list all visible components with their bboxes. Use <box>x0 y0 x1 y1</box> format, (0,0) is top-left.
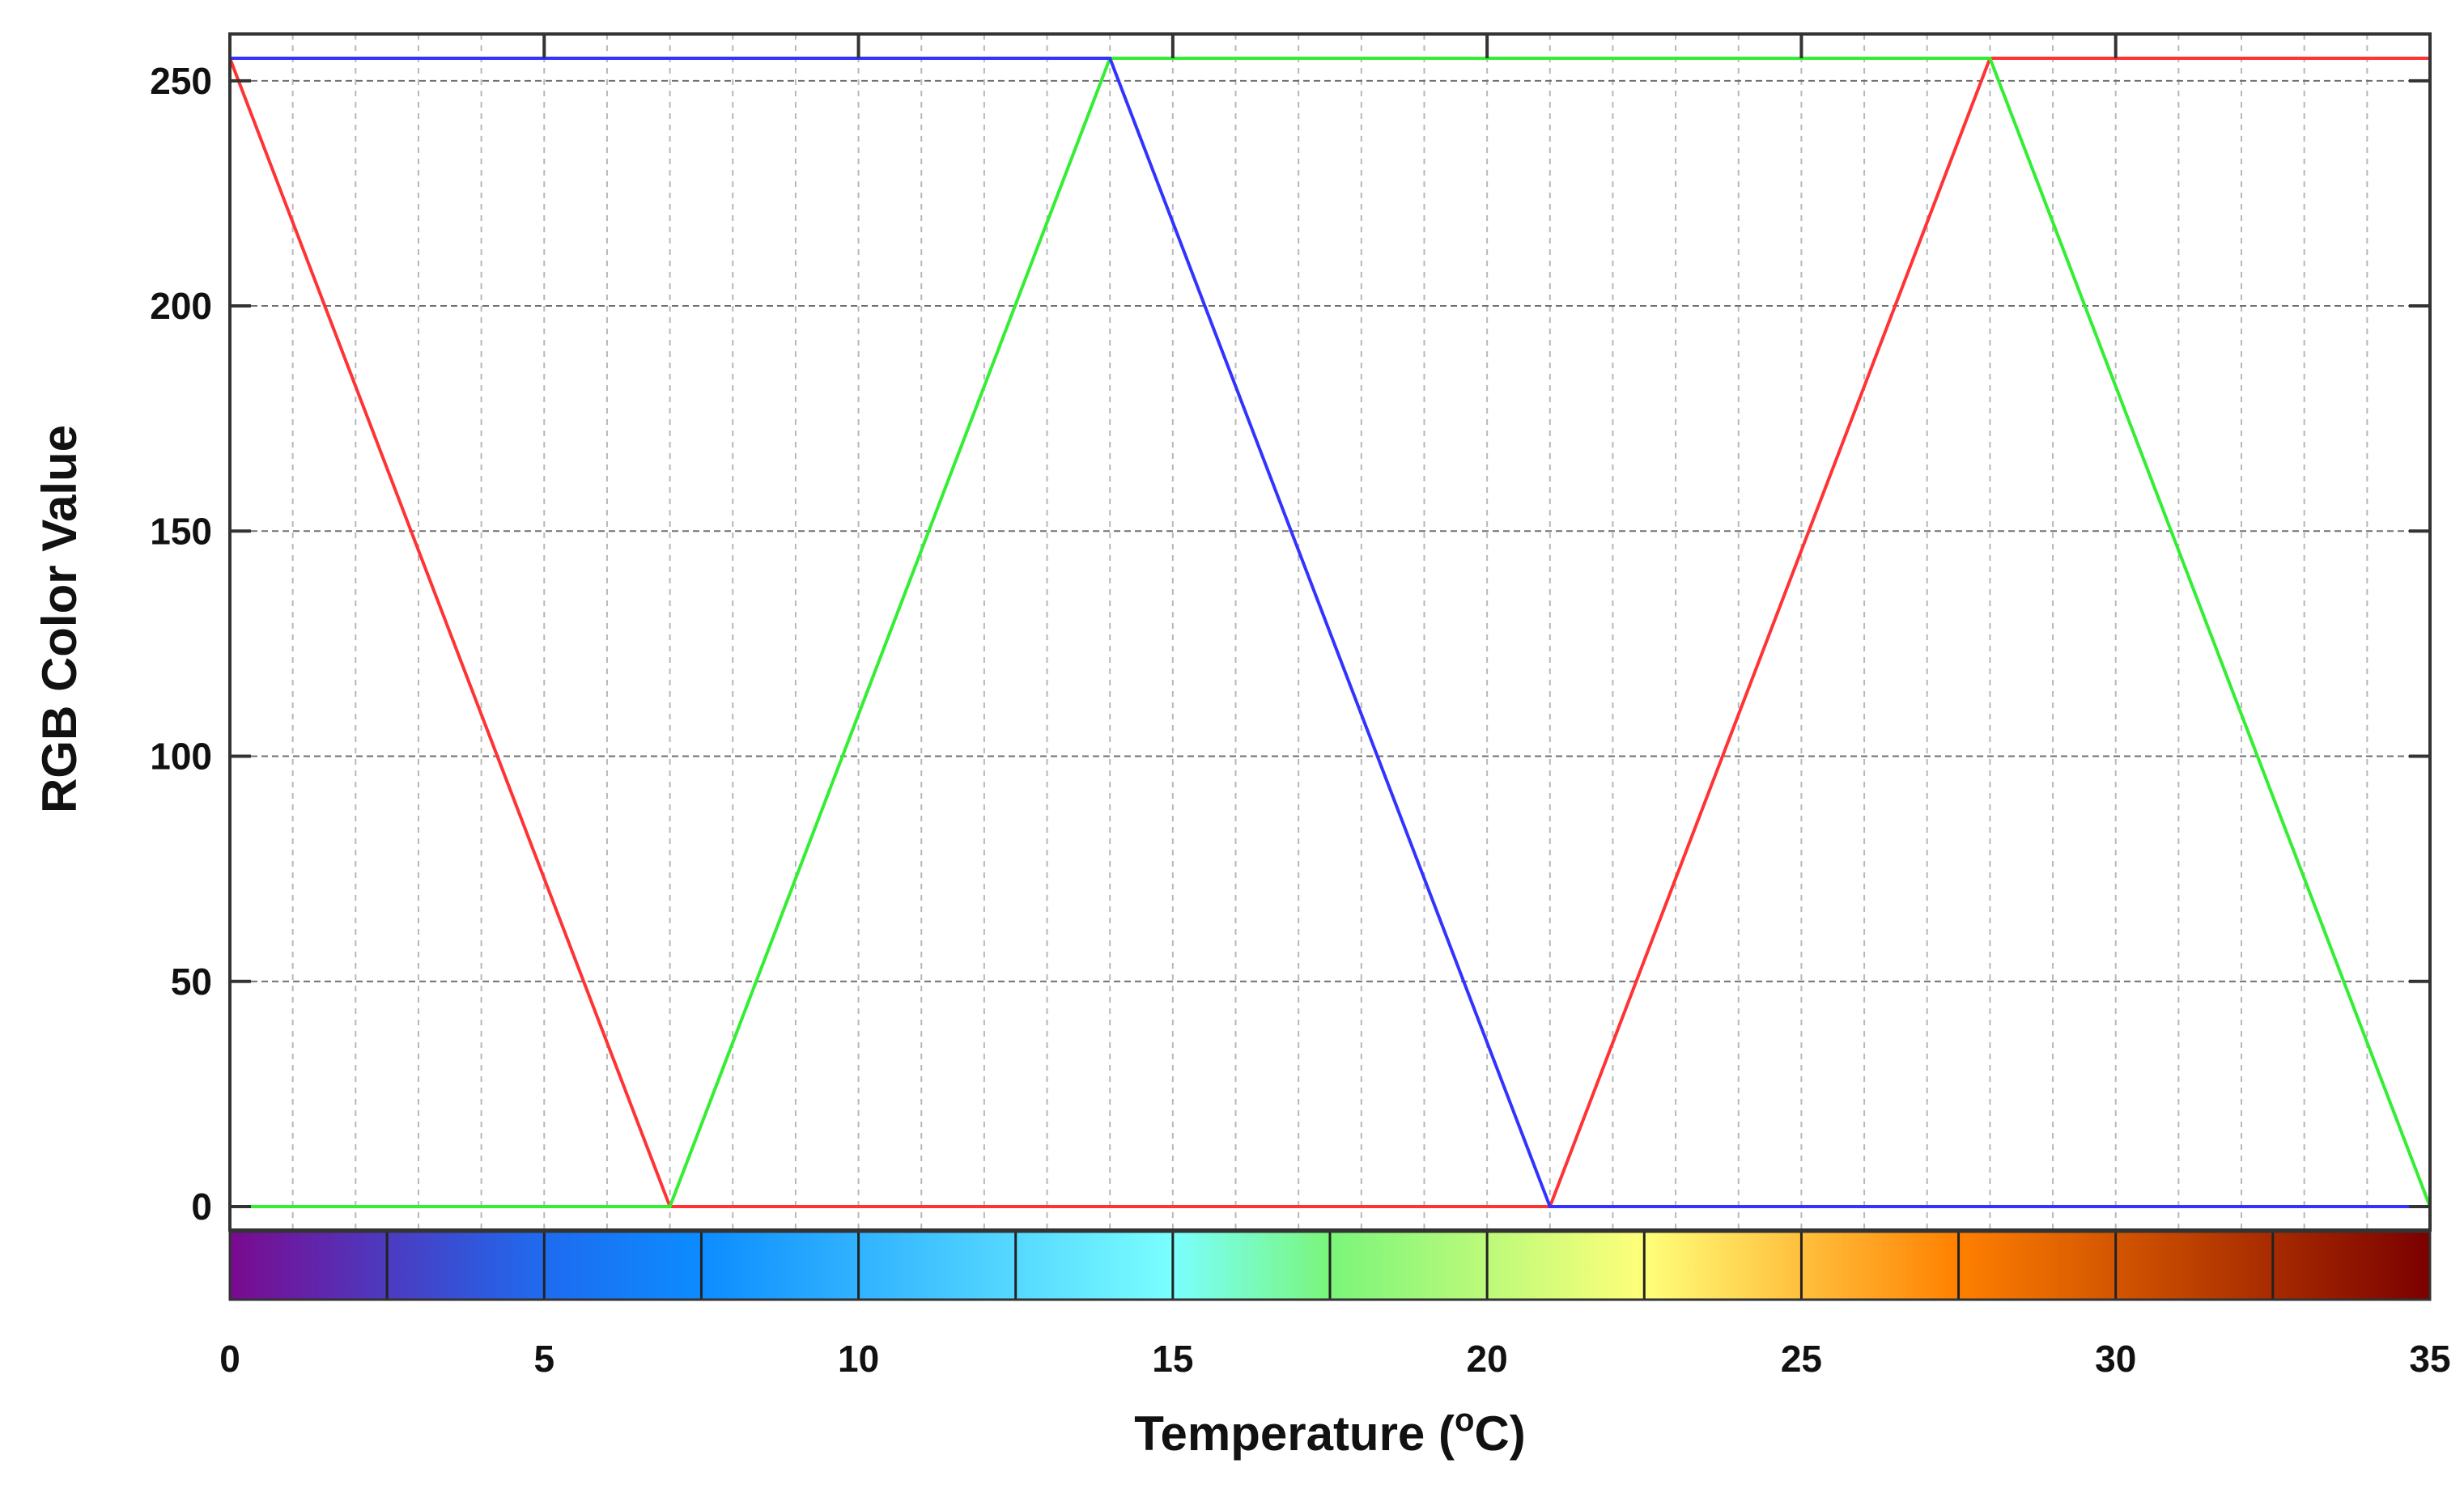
plot-frame <box>228 32 2432 1232</box>
x-axis-title-unit: C) <box>1474 1406 1525 1461</box>
x-tick-label: 30 <box>2095 1338 2136 1380</box>
x-tick-label: 35 <box>2409 1338 2450 1380</box>
x-tick-label: 10 <box>838 1338 879 1380</box>
x-tick-label: 25 <box>1781 1338 1822 1380</box>
y-tick-label: 100 <box>150 736 212 778</box>
y-axis-title: RGB Color Value <box>32 425 87 813</box>
colorbar-frame <box>228 1230 2432 1301</box>
x-tick-label: 15 <box>1152 1338 1193 1380</box>
x-tick-label: 5 <box>533 1338 554 1380</box>
y-tick-label: 0 <box>191 1186 212 1228</box>
y-tick-label: 50 <box>171 961 212 1003</box>
y-tick-label: 200 <box>150 285 212 327</box>
x-axis-title-main: Temperature ( <box>1134 1406 1455 1461</box>
x-axis-title: Temperature (oC) <box>1134 1402 1525 1461</box>
y-tick-labels: 0 50 100 150 200 250 <box>150 60 212 1228</box>
series-line-3 <box>230 57 2430 1208</box>
y-tick-label: 250 <box>150 60 212 102</box>
x-axis-title-superscript: o <box>1455 1402 1474 1438</box>
frame-ticks <box>228 34 2432 1208</box>
x-tick-label: 0 <box>219 1338 240 1380</box>
x-tick-labels: 0 5 10 15 20 25 30 35 <box>219 1338 2450 1380</box>
y-tick-label: 150 <box>150 510 212 552</box>
x-tick-label: 20 <box>1467 1338 1508 1380</box>
colorbar-ticks <box>385 1232 2275 1300</box>
series-layer <box>230 57 2430 1208</box>
